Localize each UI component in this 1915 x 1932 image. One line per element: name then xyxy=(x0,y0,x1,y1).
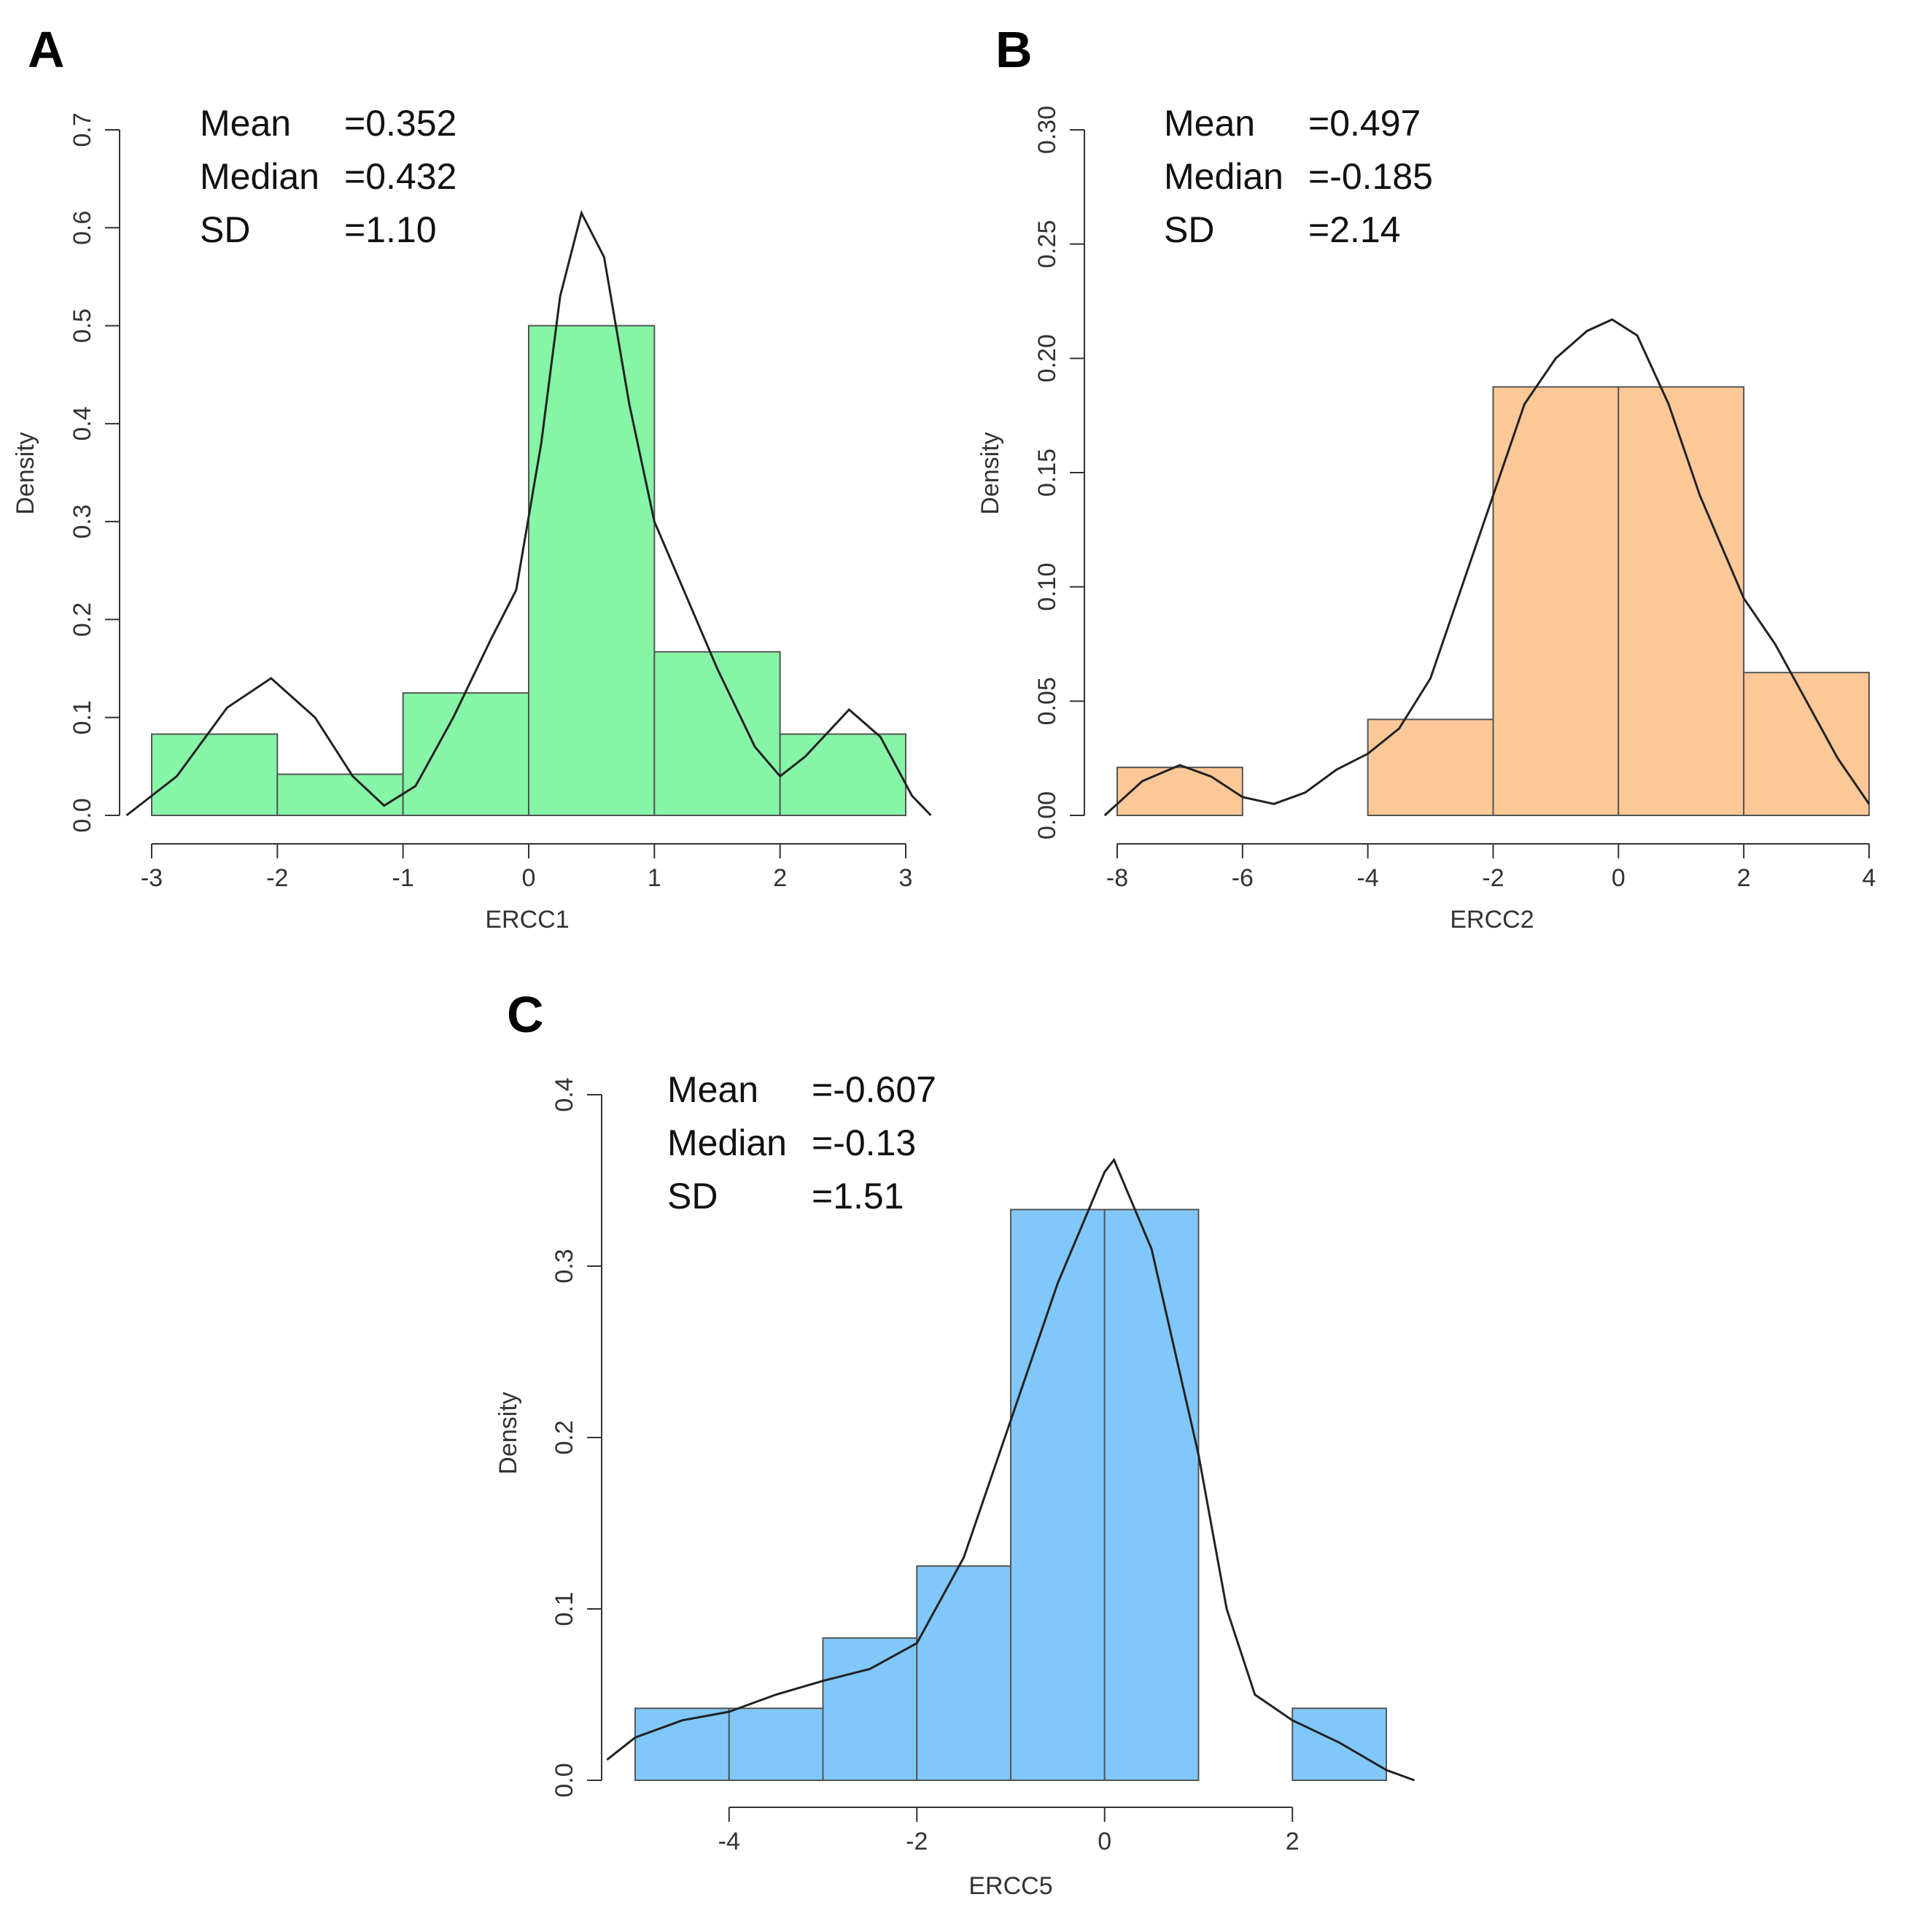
x-tick-label: 0 xyxy=(1612,864,1625,892)
bar xyxy=(402,692,530,817)
y-axis-label: Density xyxy=(494,1392,522,1474)
stat-label: Mean xyxy=(667,1069,758,1110)
x-tick-label: 2 xyxy=(773,864,787,892)
x-tick-label: 2 xyxy=(1737,864,1751,892)
bar xyxy=(1291,1707,1387,1782)
x-axis-label: ERCC1 xyxy=(485,906,569,934)
y-tick-label: 0.00 xyxy=(1033,791,1061,839)
y-tick-label: 0.1 xyxy=(551,1591,578,1626)
x-tick-label: -8 xyxy=(1106,864,1128,892)
y-tick-label: 0.2 xyxy=(551,1420,578,1454)
density-curve xyxy=(606,1157,1415,1782)
x-tick-label: -3 xyxy=(141,864,163,892)
bar xyxy=(634,1707,730,1782)
density-curve xyxy=(1103,318,1871,817)
y-tick-label: 0.2 xyxy=(69,602,96,637)
y-tick-label: 0.30 xyxy=(1033,106,1061,154)
x-axis-label: ERCC2 xyxy=(1450,906,1534,934)
bar xyxy=(151,733,279,816)
bar xyxy=(528,325,656,817)
bar xyxy=(1492,386,1620,816)
y-tick-label: 0.4 xyxy=(551,1077,578,1112)
x-tick-label: -4 xyxy=(718,1828,740,1855)
bar xyxy=(1010,1209,1106,1781)
y-tick-label: 0.1 xyxy=(69,700,96,734)
stat-label: SD xyxy=(667,1176,718,1217)
y-tick-label: 0.25 xyxy=(1033,220,1061,268)
x-tick-label: -4 xyxy=(1357,864,1379,892)
x-tick-label: 3 xyxy=(899,864,913,892)
x-tick-label: 0 xyxy=(1098,1828,1111,1855)
panel: A 0.0 0.1 0.2 0.3 0.4 0.5 0.6 0.7 -3 -2 -1 0 1 2 3 ERCC1… xyxy=(12,21,932,934)
y-tick-label: 0.0 xyxy=(551,1763,578,1797)
x-tick-label: 4 xyxy=(1862,864,1876,892)
stat-value: =-0.607 xyxy=(812,1069,936,1110)
bar xyxy=(1367,718,1494,817)
x-tick-label: -2 xyxy=(906,1828,928,1855)
stat-label: Mean xyxy=(200,103,291,144)
x-tick-label: 2 xyxy=(1286,1828,1300,1855)
density-curve xyxy=(125,209,932,817)
y-tick-label: 0.7 xyxy=(69,112,96,147)
y-tick-label: 0.6 xyxy=(69,211,96,245)
panel: C 0.0 0.1 0.2 0.3 0.4 -4 -2 0 2 ERCC5 Density Mean =-… xyxy=(494,986,1415,1900)
stat-value: =0.352 xyxy=(344,103,457,144)
stat-label: SD xyxy=(1164,209,1214,250)
y-tick-label: 0.5 xyxy=(69,309,96,343)
stat-label: Mean xyxy=(1164,103,1255,144)
stat-value: =-0.185 xyxy=(1308,156,1433,197)
panel-label: A xyxy=(28,21,65,78)
y-tick-label: 0.10 xyxy=(1033,563,1061,611)
bar xyxy=(822,1637,918,1781)
y-tick-label: 0.20 xyxy=(1033,334,1061,382)
bar xyxy=(1103,1209,1200,1781)
bar xyxy=(276,773,404,816)
bar xyxy=(779,733,906,816)
stat-label: Median xyxy=(200,156,319,197)
x-tick-label: 0 xyxy=(522,864,536,892)
x-tick-label: -2 xyxy=(1482,864,1504,892)
stat-label: Median xyxy=(1164,156,1283,197)
y-tick-label: 0.15 xyxy=(1033,449,1061,497)
stat-label: SD xyxy=(200,209,250,250)
bar xyxy=(916,1565,1011,1781)
x-axis-label: ERCC5 xyxy=(968,1872,1052,1900)
stat-value: =0.432 xyxy=(344,156,457,197)
y-tick-label: 0.4 xyxy=(69,406,96,441)
y-tick-label: 0.3 xyxy=(69,505,96,539)
y-tick-label: 0.3 xyxy=(551,1249,578,1283)
stat-value: =1.51 xyxy=(812,1176,904,1217)
panel: B 0.00 0.05 0.10 0.15 0.20 0.25 0.30 -8 -6 -4 -2 0 2 4… xyxy=(976,21,1876,934)
x-tick-label: -6 xyxy=(1232,864,1254,892)
panel-label: B xyxy=(995,21,1033,78)
stat-value: =-0.13 xyxy=(812,1122,916,1163)
bar xyxy=(1617,386,1745,816)
x-tick-label: -2 xyxy=(266,864,288,892)
x-tick-label: 1 xyxy=(648,864,661,892)
y-tick-label: 0.05 xyxy=(1033,677,1061,725)
panel-label: C xyxy=(507,986,544,1043)
stat-value: =2.14 xyxy=(1308,209,1401,250)
stat-label: Median xyxy=(667,1122,787,1163)
bar xyxy=(1743,672,1871,817)
y-axis-label: Density xyxy=(976,432,1004,514)
y-axis-label: Density xyxy=(12,432,39,514)
bar xyxy=(653,651,781,816)
bar xyxy=(1116,767,1243,816)
bar xyxy=(728,1707,824,1782)
y-tick-label: 0.0 xyxy=(69,798,96,832)
stat-value: =0.497 xyxy=(1308,103,1421,144)
stat-value: =1.10 xyxy=(344,209,437,250)
x-tick-label: -1 xyxy=(392,864,414,892)
